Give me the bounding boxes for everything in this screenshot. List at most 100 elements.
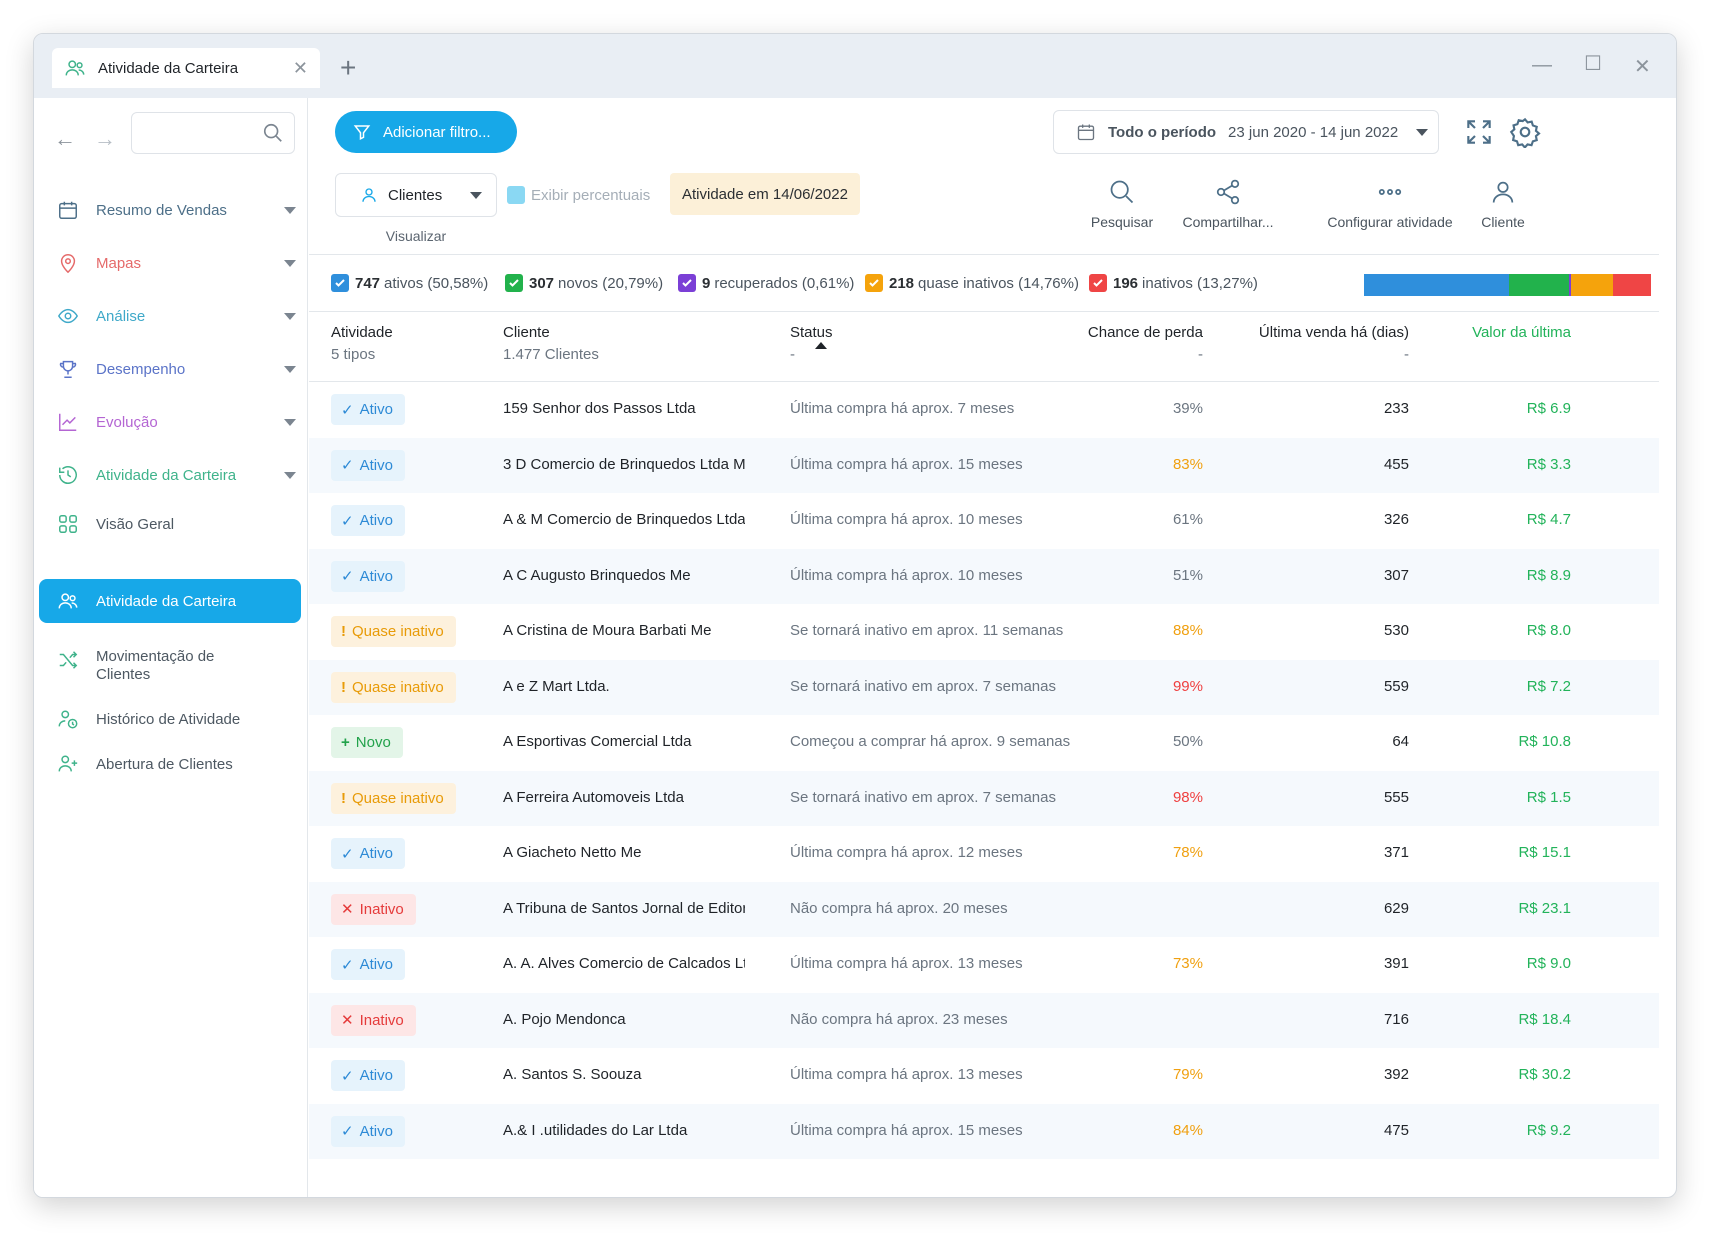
client-tool-button[interactable]: Cliente: [1473, 178, 1533, 230]
activity-badge: ✓ Ativo: [331, 449, 405, 481]
fullscreen-icon[interactable]: [1463, 116, 1495, 148]
table-row[interactable]: ✓ Ativo A & M Comercio de Brinquedos Ltda Ú…: [309, 493, 1659, 549]
activity-date-badge[interactable]: Atividade em 14/06/2022: [670, 173, 860, 215]
loss-chance-cell: 39%: [1172, 400, 1203, 417]
table-row[interactable]: ✓ Ativo 3 D Comercio de Brinquedos Ltda Me…: [309, 437, 1659, 493]
minimize-icon[interactable]: —: [1532, 54, 1552, 76]
activity-badge-label: Ativo: [359, 956, 393, 973]
sidebar-subitem-movimentacao[interactable]: Movimentação de Clientes: [56, 648, 296, 684]
grid-icon: [59, 515, 77, 533]
forward-arrow-icon[interactable]: →: [94, 126, 116, 151]
table-row[interactable]: ✕ Inativo A. Pojo Mendonca Não compra há ap…: [309, 992, 1659, 1048]
client-cell[interactable]: A Giacheto Netto Me: [503, 844, 642, 861]
column-title: Última venda há (dias): [1258, 324, 1409, 341]
chevron-down-icon: [284, 418, 296, 426]
search-tool-button[interactable]: Pesquisar: [1087, 178, 1157, 230]
configure-activity-button[interactable]: Configurar atividade: [1323, 178, 1457, 230]
last-sale-value-cell: R$ 8.0: [1526, 622, 1571, 639]
gear-icon[interactable]: [1509, 116, 1541, 148]
sidebar-item-evolucao[interactable]: Evolução: [56, 407, 296, 437]
activity-date-prefix: Atividade em: [682, 185, 773, 203]
share-tool-button[interactable]: Compartilhar...: [1178, 178, 1278, 230]
column-header-atividade[interactable]: Atividade 5 tipos: [331, 324, 393, 363]
add-filter-label: Adicionar filtro...: [383, 123, 491, 141]
check-icon: ✓: [341, 845, 354, 863]
summary-recuperados[interactable]: 9 recuperados (0,61%): [678, 274, 854, 292]
sidebar-subitem-historico[interactable]: Histórico de Atividade: [56, 707, 296, 731]
table-row[interactable]: ✓ Ativo A.& I .utilidades do Lar Ltda Últim…: [309, 1103, 1659, 1159]
client-cell[interactable]: A. Santos S. Soouza: [503, 1066, 642, 1083]
column-header-status[interactable]: Status -: [790, 324, 833, 363]
client-tool-label: Cliente: [1481, 214, 1525, 230]
activity-badge: ! Quase inativo: [331, 616, 456, 647]
tab-close-icon[interactable]: ✕: [292, 57, 308, 78]
days-since-sale-cell: 392: [1383, 1066, 1409, 1083]
tab-title: Atividade da Carteira: [98, 59, 239, 77]
column-header-chance[interactable]: Chance de perda -: [1069, 324, 1203, 363]
client-cell[interactable]: A Tribuna de Santos Jornal de Editora L: [503, 899, 745, 917]
column-header-cliente[interactable]: Cliente 1.477 Clientes: [503, 324, 599, 363]
share-icon: [1216, 179, 1240, 205]
back-arrow-icon[interactable]: ←: [54, 126, 76, 151]
close-icon[interactable]: ✕: [1634, 56, 1651, 78]
table-row[interactable]: ✕ Inativo A Tribuna de Santos Jornal de Ed…: [309, 881, 1659, 937]
sidebar-search-input[interactable]: [131, 112, 295, 154]
sidebar-item-label: Atividade da Carteira: [96, 466, 237, 484]
summary-novos[interactable]: 307 novos (20,79%): [505, 274, 663, 292]
maximize-icon[interactable]: ☐: [1584, 53, 1602, 75]
summary-quase-inativos[interactable]: 218 quase inativos (14,76%): [865, 274, 1079, 292]
sidebar-item-atividade-carteira[interactable]: Atividade da Carteira: [56, 460, 296, 490]
column-header-ultima-venda[interactable]: Última venda há (dias) -: [1229, 324, 1409, 363]
status-cell: Última compra há aprox. 13 meses: [790, 955, 1023, 972]
show-percentages-checkbox[interactable]: Exibir percentuais: [507, 186, 650, 204]
browser-tab[interactable]: Atividade da Carteira ✕: [52, 48, 320, 88]
sidebar-subitem-visao-geral[interactable]: Visão Geral: [56, 512, 296, 536]
table-row[interactable]: ! Quase inativo A Cristina de Moura Barbat…: [309, 604, 1659, 660]
table-row[interactable]: ✓ Ativo A Giacheto Netto Me Última compra h…: [309, 826, 1659, 882]
client-cell[interactable]: A e Z Mart Ltda.: [503, 677, 610, 695]
table-row[interactable]: ✓ Ativo A. Santos S. Soouza Última compra h…: [309, 1048, 1659, 1104]
search-tool-label: Pesquisar: [1090, 214, 1154, 230]
client-cell[interactable]: A & M Comercio de Brinquedos Ltda: [503, 511, 745, 528]
last-sale-value-cell: R$ 7.2: [1526, 677, 1571, 695]
checkbox-icon: [507, 186, 525, 204]
table-row[interactable]: ✓ Ativo A. A. Alves Comercio de Calcados L…: [309, 937, 1659, 993]
calendar-icon: [1077, 124, 1095, 141]
activity-badge-label: Inativo: [359, 1011, 404, 1029]
last-sale-value-cell: R$ 3.3: [1526, 455, 1571, 473]
client-cell[interactable]: A. A. Alves Comercio de Calcados Ltda: [503, 955, 745, 972]
plus-icon[interactable]: +: [340, 52, 357, 83]
client-cell[interactable]: A Esportivas Comercial Ltda: [503, 733, 692, 750]
activity-badge-label: Ativo: [359, 845, 393, 862]
show-percentages-label: Exibir percentuais: [531, 186, 651, 204]
sort-ascending-icon[interactable]: [815, 342, 827, 349]
table-row[interactable]: + Novo A Esportivas Comercial Ltda Começou …: [309, 715, 1659, 771]
sidebar-subitem-label: Abertura de Clientes: [96, 755, 233, 773]
sidebar-subitem-atividade-carteira[interactable]: Atividade da Carteira: [39, 579, 301, 623]
activity-date-value: 14/06/2022: [772, 185, 848, 203]
client-cell[interactable]: 159 Senhor dos Passos Ltda: [503, 400, 696, 417]
sidebar-item-analise[interactable]: Análise: [56, 301, 296, 331]
table-row[interactable]: ✓ Ativo 159 Senhor dos Passos Ltda Última c…: [309, 382, 1659, 438]
view-select[interactable]: Clientes: [335, 173, 497, 217]
client-cell[interactable]: A C Augusto Brinquedos Me: [503, 566, 691, 584]
sidebar-item-mapas[interactable]: Mapas: [56, 248, 296, 278]
sidebar-item-resumo-vendas[interactable]: Resumo de Vendas: [56, 195, 296, 225]
client-cell[interactable]: A Cristina de Moura Barbati Me: [503, 622, 712, 639]
client-cell[interactable]: A. Pojo Mendonca: [503, 1010, 626, 1028]
summary-ativos[interactable]: 747 ativos (50,58%): [331, 274, 488, 292]
client-cell[interactable]: 3 D Comercio de Brinquedos Ltda Me: [503, 455, 745, 473]
user-icon: [1492, 181, 1514, 203]
sidebar-item-desempenho[interactable]: Desempenho: [56, 354, 296, 384]
client-cell[interactable]: A Ferreira Automoveis Ltda: [503, 788, 684, 806]
table-row[interactable]: ✓ Ativo A C Augusto Brinquedos Me Última co…: [309, 548, 1659, 604]
client-cell[interactable]: A.& I .utilidades do Lar Ltda: [503, 1121, 688, 1139]
summary-inativos[interactable]: 196 inativos (13,27%): [1089, 274, 1258, 292]
sidebar-subitem-abertura[interactable]: Abertura de Clientes: [56, 752, 296, 776]
table-row[interactable]: ! Quase inativo A Ferreira Automoveis Ltda…: [309, 770, 1659, 826]
period-selector[interactable]: Todo o período 23 jun 2020 - 14 jun 2022: [1053, 110, 1439, 154]
add-filter-button[interactable]: Adicionar filtro...: [335, 111, 517, 153]
view-select-value: Clientes: [388, 186, 443, 204]
column-header-valor[interactable]: Valor da última: [1449, 324, 1571, 341]
table-row[interactable]: ! Quase inativo A e Z Mart Ltda. Se tornará…: [309, 659, 1659, 715]
